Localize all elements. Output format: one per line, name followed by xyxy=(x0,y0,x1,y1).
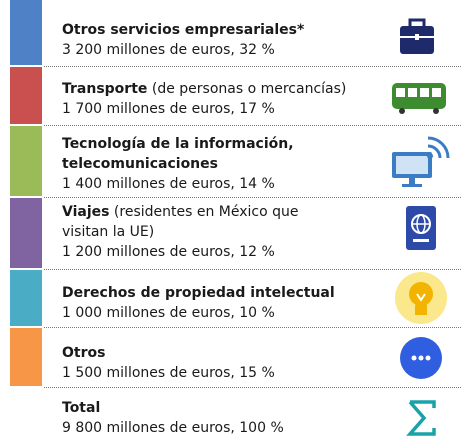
item-detail: 1 700 millones de euros, 17 % xyxy=(62,101,275,117)
total-detail: 9 800 millones de euros, 100 % xyxy=(62,420,284,436)
item-row: Tecnología de la información, telecomuni… xyxy=(0,126,467,198)
color-bar xyxy=(10,0,42,65)
item-note: (residentes en México que visitan la UE) xyxy=(62,204,299,240)
item-row: Transporte (de personas o mercancías) 1 7… xyxy=(0,67,467,126)
item-detail: 1 400 millones de euros, 14 % xyxy=(62,176,275,192)
color-bar xyxy=(10,67,42,124)
item-detail: 1 500 millones de euros, 15 % xyxy=(62,365,275,381)
item-text: Transporte (de personas o mercancías) 1 7… xyxy=(62,79,382,119)
item-title: Derechos de propiedad intelectual xyxy=(62,285,335,301)
color-bar xyxy=(10,198,42,268)
separator xyxy=(44,327,461,328)
item-row: Derechos de propiedad intelectual 1 000 m… xyxy=(0,270,467,328)
item-detail: 1 200 millones de euros, 12 % xyxy=(62,244,275,260)
separator xyxy=(44,197,461,198)
item-text: Viajes (residentes en México que visitan… xyxy=(62,202,332,262)
total-title: Total xyxy=(62,400,101,416)
separator xyxy=(44,387,461,388)
item-detail: 1 000 millones de euros, 10 % xyxy=(62,305,275,321)
total-text: Total 9 800 millones de euros, 100 % xyxy=(62,398,382,438)
monitor-icon xyxy=(392,136,450,187)
separator xyxy=(44,125,461,126)
color-bar xyxy=(10,328,42,386)
item-title: Viajes xyxy=(62,204,110,220)
separator xyxy=(44,66,461,67)
sigma-icon xyxy=(406,400,436,436)
color-bar xyxy=(10,270,42,326)
tram-icon xyxy=(392,83,446,114)
item-title: Transporte xyxy=(62,81,148,97)
color-bar xyxy=(10,126,42,196)
item-text: Otros 1 500 millones de euros, 15 % xyxy=(62,343,382,383)
total-row: Total 9 800 millones de euros, 100 % xyxy=(0,388,467,441)
item-row: Otros servicios empresariales* 3 200 mill… xyxy=(0,0,467,67)
more-icon xyxy=(400,337,442,379)
item-note: (de personas o mercancías) xyxy=(147,81,347,97)
item-text: Otros servicios empresariales* 3 200 mill… xyxy=(62,20,382,60)
item-text: Derechos de propiedad intelectual 1 000 m… xyxy=(62,283,382,323)
separator xyxy=(44,269,461,270)
briefcase-icon xyxy=(400,18,434,54)
item-row: Otros 1 500 millones de euros, 15 % xyxy=(0,328,467,388)
item-row: Viajes (residentes en México que visitan… xyxy=(0,198,467,270)
item-detail: 3 200 millones de euros, 32 % xyxy=(62,42,275,58)
item-text: Tecnología de la información, telecomuni… xyxy=(62,134,322,194)
item-title: Tecnología de la información, telecomuni… xyxy=(62,136,294,172)
item-title: Otros servicios empresariales* xyxy=(62,22,305,38)
passport-icon xyxy=(406,206,436,250)
lightbulb-icon xyxy=(395,272,447,324)
item-title: Otros xyxy=(62,345,106,361)
